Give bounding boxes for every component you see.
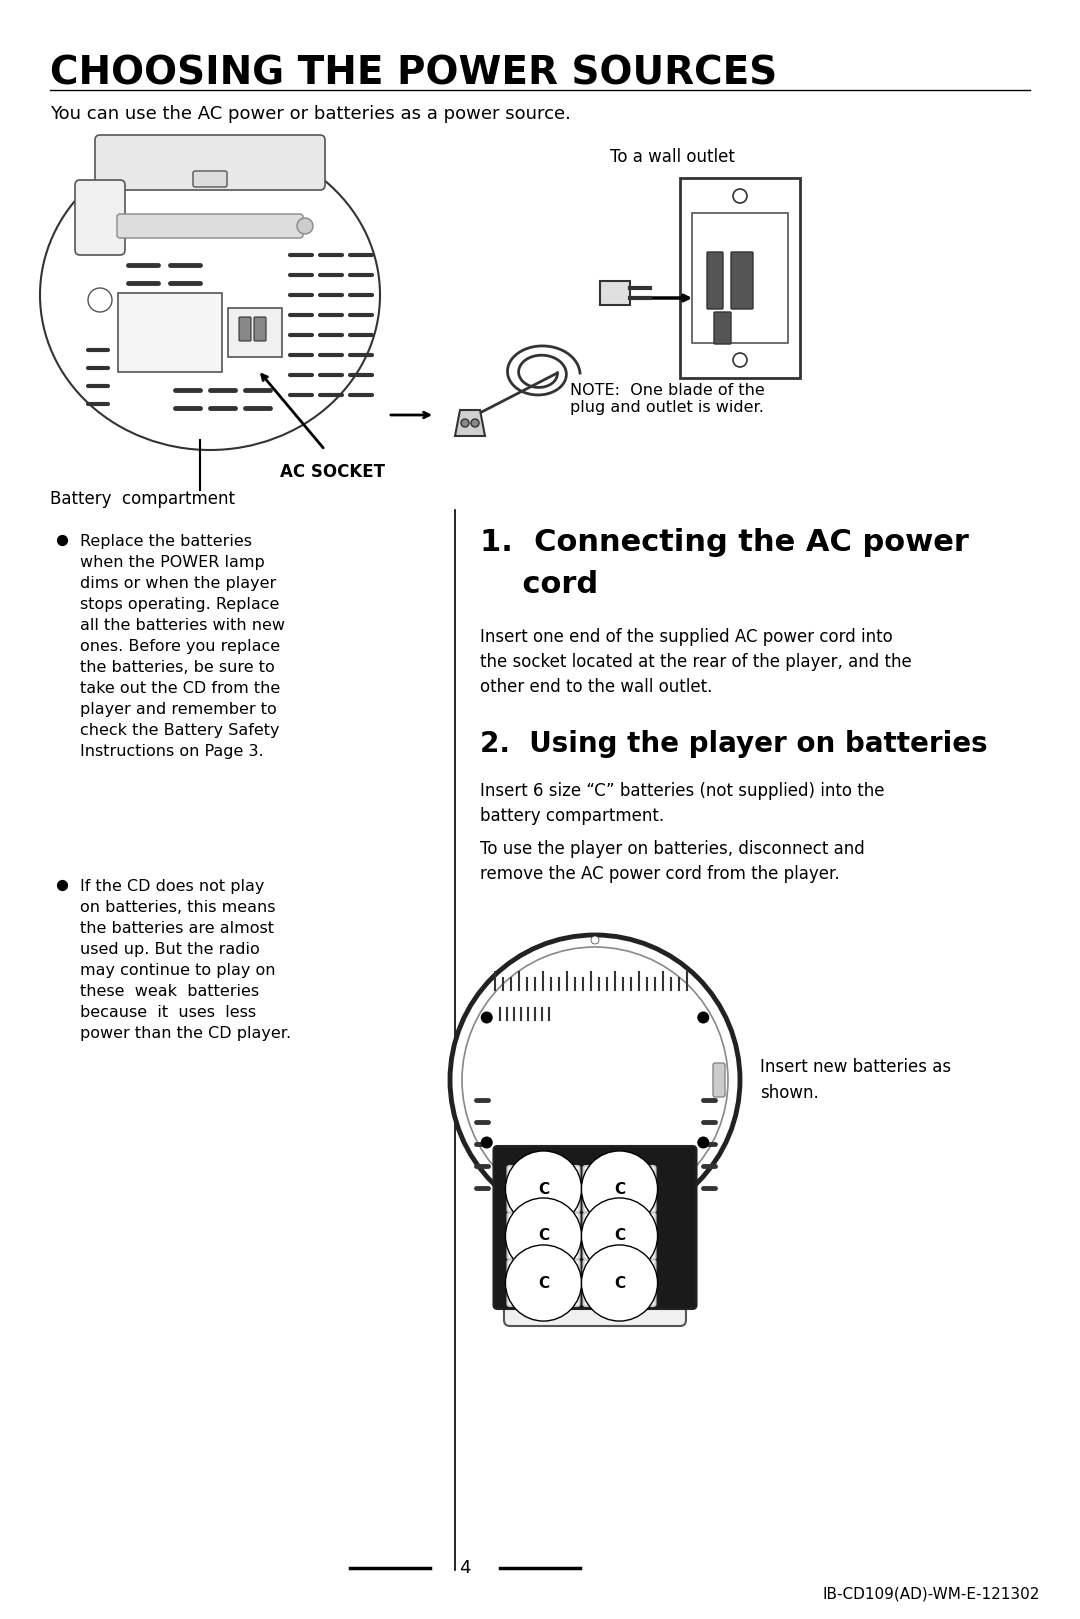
Circle shape — [733, 353, 747, 368]
Text: +: + — [511, 1276, 523, 1290]
FancyBboxPatch shape — [713, 1064, 725, 1098]
Text: C: C — [538, 1182, 549, 1196]
Ellipse shape — [40, 139, 380, 450]
Point — [53, 873, 70, 899]
Text: Battery  compartment: Battery compartment — [50, 491, 235, 508]
Text: NOTE:  One blade of the
plug and outlet is wider.: NOTE: One blade of the plug and outlet i… — [570, 384, 765, 416]
Text: 2.  Using the player on batteries: 2. Using the player on batteries — [480, 730, 987, 758]
Circle shape — [297, 219, 313, 235]
FancyBboxPatch shape — [228, 308, 282, 358]
Text: If the CD does not play
on batteries, this means
the batteries are almost
used u: If the CD does not play on batteries, th… — [80, 879, 292, 1041]
Text: cord: cord — [480, 570, 598, 599]
Circle shape — [462, 947, 728, 1213]
FancyBboxPatch shape — [193, 172, 227, 188]
Text: C: C — [538, 1229, 549, 1243]
FancyBboxPatch shape — [239, 317, 251, 342]
Text: 4: 4 — [459, 1559, 471, 1577]
Text: +: + — [586, 1276, 598, 1290]
Text: C: C — [538, 1276, 549, 1290]
FancyBboxPatch shape — [583, 1166, 656, 1213]
Text: +: + — [511, 1182, 523, 1196]
FancyBboxPatch shape — [583, 1213, 656, 1260]
Text: You can use the AC power or batteries as a power source.: You can use the AC power or batteries as… — [50, 105, 571, 123]
FancyBboxPatch shape — [118, 293, 222, 372]
Circle shape — [471, 419, 480, 427]
FancyBboxPatch shape — [117, 214, 303, 238]
Text: Insert new batteries as
shown.: Insert new batteries as shown. — [760, 1057, 951, 1103]
Circle shape — [481, 1012, 492, 1023]
Circle shape — [591, 1216, 599, 1224]
Text: AC SOCKET: AC SOCKET — [280, 463, 384, 481]
FancyBboxPatch shape — [508, 1260, 580, 1307]
Circle shape — [733, 189, 747, 202]
FancyBboxPatch shape — [731, 253, 753, 309]
Point — [53, 528, 70, 554]
FancyBboxPatch shape — [254, 317, 266, 342]
FancyBboxPatch shape — [508, 1166, 580, 1213]
Circle shape — [461, 419, 469, 427]
Text: To use the player on batteries, disconnect and
remove the AC power cord from the: To use the player on batteries, disconne… — [480, 840, 865, 882]
Text: 1.  Connecting the AC power: 1. Connecting the AC power — [480, 528, 969, 557]
FancyBboxPatch shape — [680, 178, 800, 377]
Polygon shape — [455, 410, 485, 436]
Text: Replace the batteries
when the POWER lamp
dims or when the player
stops operatin: Replace the batteries when the POWER lam… — [80, 534, 285, 759]
FancyBboxPatch shape — [494, 1146, 697, 1310]
Circle shape — [450, 936, 740, 1226]
FancyBboxPatch shape — [508, 1213, 580, 1260]
Circle shape — [698, 1012, 710, 1023]
Text: C: C — [613, 1182, 625, 1196]
Text: Insert 6 size “C” batteries (not supplied) into the
battery compartment.: Insert 6 size “C” batteries (not supplie… — [480, 782, 885, 826]
Text: +: + — [586, 1229, 598, 1243]
Circle shape — [87, 288, 112, 312]
Polygon shape — [600, 282, 630, 304]
Circle shape — [698, 1137, 710, 1148]
Text: C: C — [613, 1229, 625, 1243]
FancyBboxPatch shape — [692, 214, 788, 343]
Text: To a wall outlet: To a wall outlet — [610, 147, 734, 167]
Text: +: + — [586, 1182, 598, 1196]
Text: CHOOSING THE POWER SOURCES: CHOOSING THE POWER SOURCES — [50, 55, 778, 92]
FancyBboxPatch shape — [504, 1224, 686, 1326]
FancyBboxPatch shape — [714, 312, 731, 343]
FancyBboxPatch shape — [75, 180, 125, 256]
FancyBboxPatch shape — [583, 1260, 656, 1307]
Text: +: + — [511, 1229, 523, 1243]
FancyBboxPatch shape — [707, 253, 723, 309]
Circle shape — [481, 1137, 492, 1148]
FancyBboxPatch shape — [95, 134, 325, 189]
Text: IB-CD109(AD)-WM-E-121302: IB-CD109(AD)-WM-E-121302 — [823, 1587, 1040, 1601]
Text: Insert one end of the supplied AC power cord into
the socket located at the rear: Insert one end of the supplied AC power … — [480, 628, 912, 696]
Circle shape — [591, 936, 599, 944]
Text: C: C — [613, 1276, 625, 1290]
